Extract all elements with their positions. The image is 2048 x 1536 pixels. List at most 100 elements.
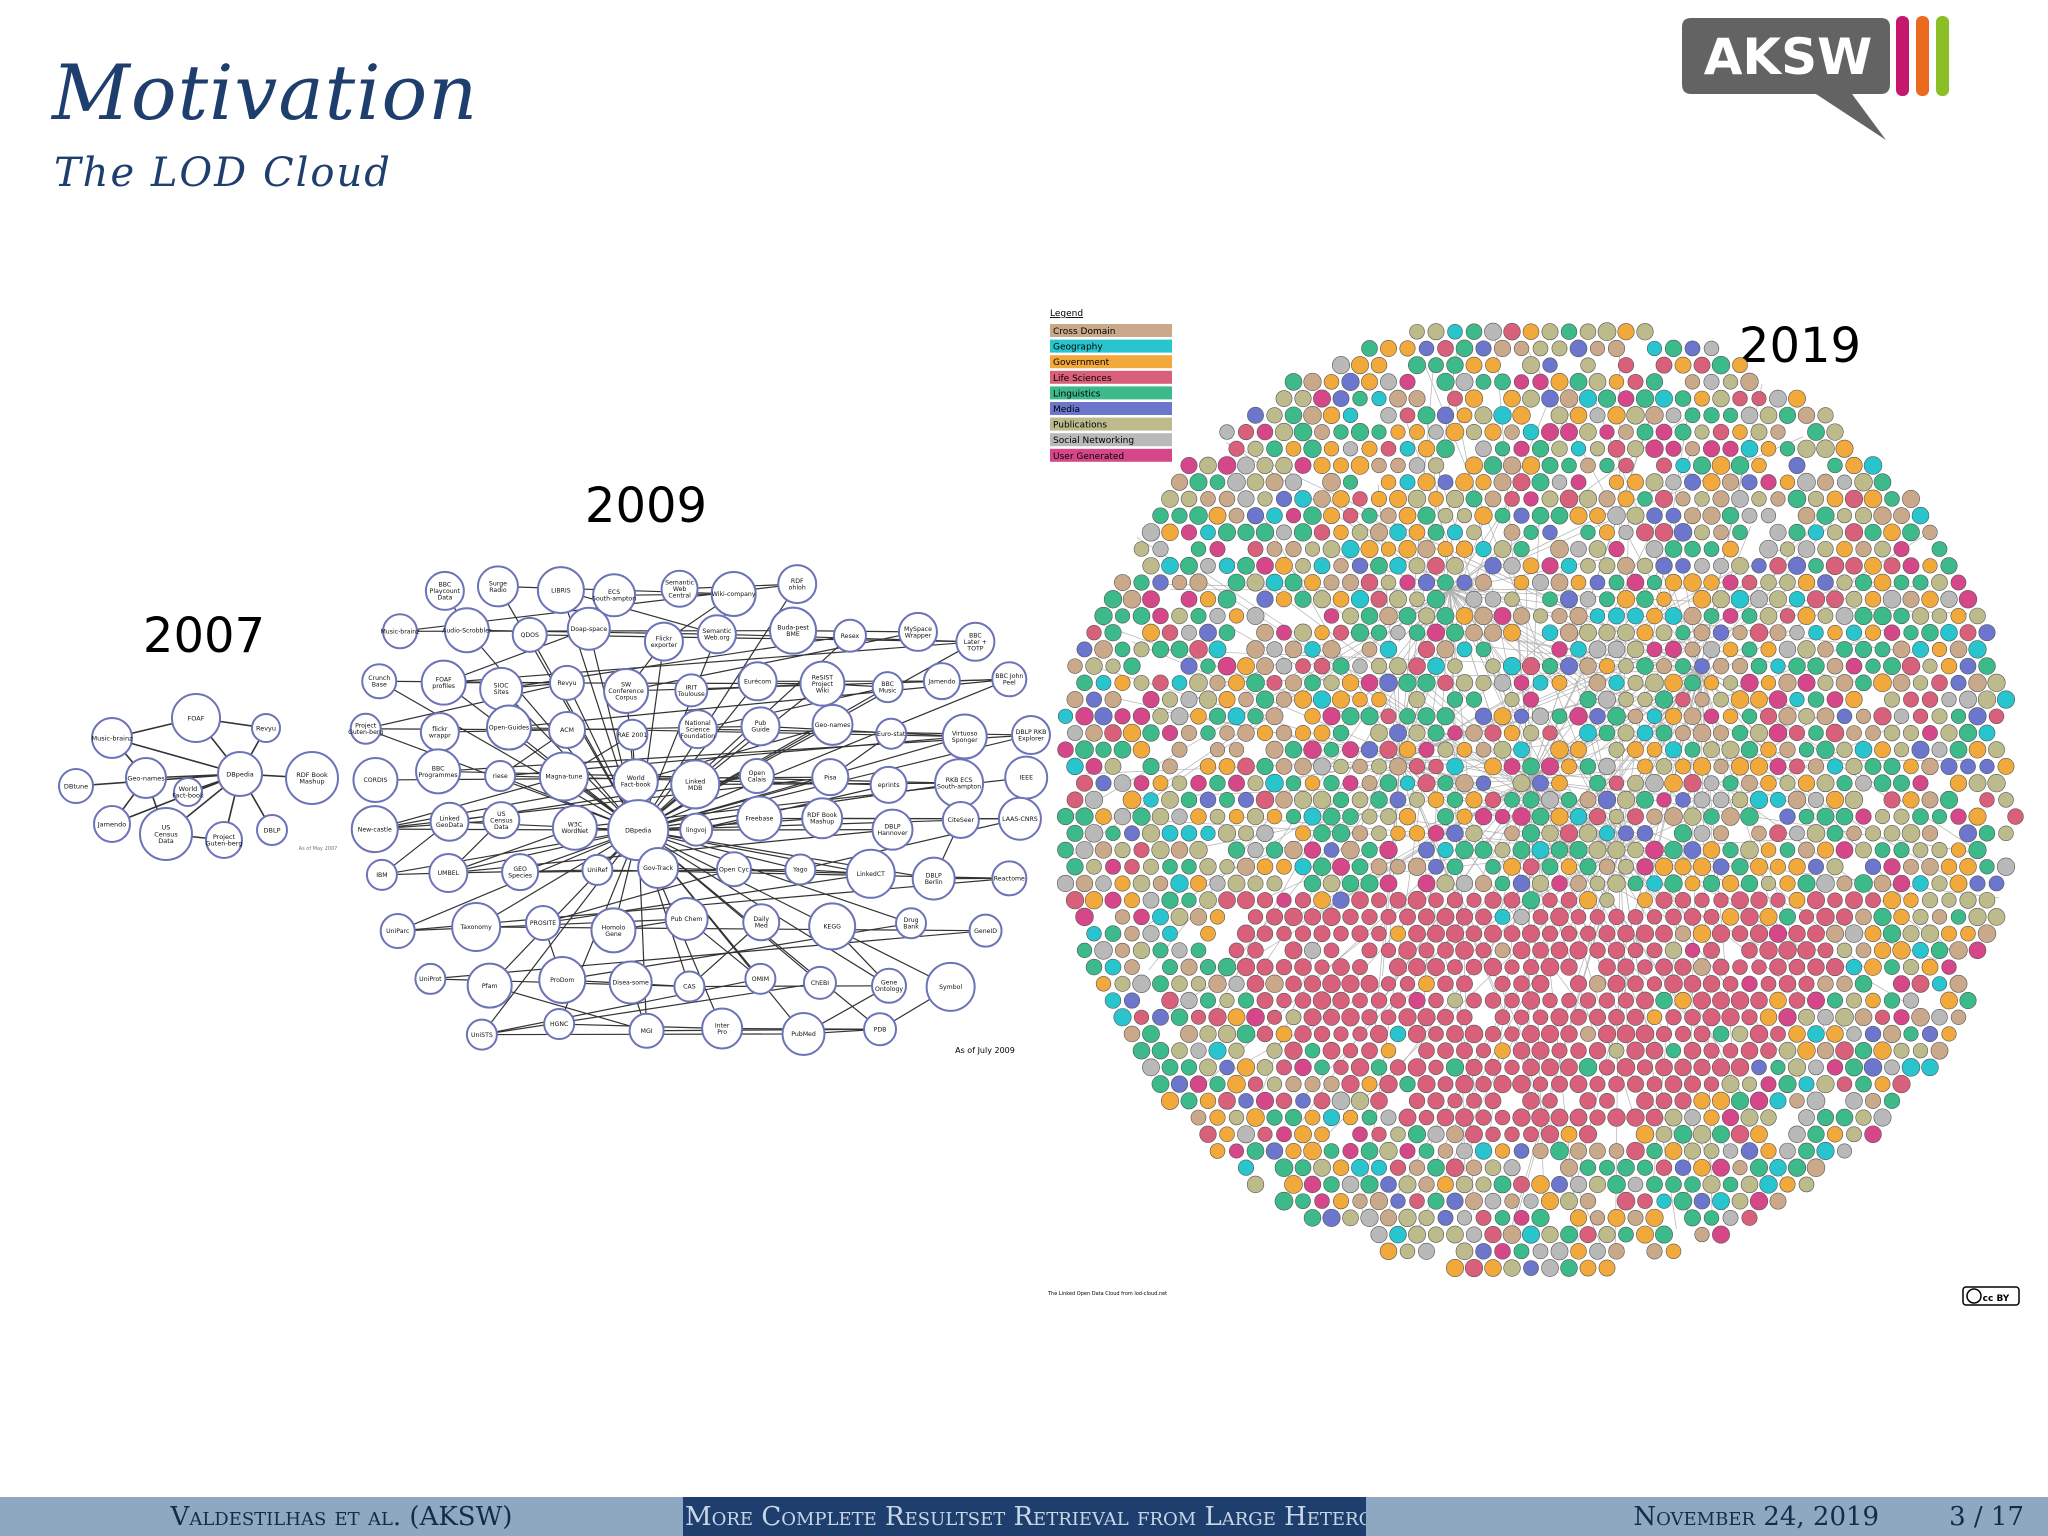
lod2019-node-899: [1922, 725, 1938, 741]
lod2019-node-278: [1541, 490, 1559, 508]
lod2019-node-1017: [1532, 774, 1549, 792]
lod2019-node-1552: [1114, 975, 1131, 992]
lod2019-node-1007: [1323, 775, 1340, 792]
lod2019-node-810: [1094, 707, 1113, 726]
lod2019-node-44: [1674, 356, 1692, 374]
lod2019-node-1278: [1114, 875, 1131, 892]
lod2019-node-463: [1265, 573, 1284, 592]
lod2009-node-daily-med: Daily Med: [742, 903, 781, 942]
lod2019-node-908: [1171, 741, 1188, 758]
lod2019-node-27: [1646, 340, 1663, 357]
lod2019-node-314: [1456, 508, 1473, 524]
lod2019-node-471: [1417, 573, 1436, 592]
lod2019-node-1249: [1503, 857, 1521, 876]
lod2019-node-1529: [1523, 959, 1539, 976]
lod2019-node-392: [1455, 540, 1474, 558]
slide-subtitle: The LOD Cloud: [54, 150, 392, 196]
lod2019-node-1867: [1579, 1092, 1597, 1110]
lod2019-node-499: [1103, 590, 1123, 609]
lod2019-node-1526: [1465, 958, 1483, 976]
lod2019-node-50: [1323, 374, 1340, 390]
lod2019-node-329: [1741, 507, 1758, 524]
year-label-2009: 2009: [585, 478, 707, 534]
lod2019-node-1290: [1360, 874, 1379, 893]
lod2019-node-1347: [1522, 891, 1540, 910]
lod2019-node-1726: [1151, 1041, 1170, 1060]
lod2019-node-1632: [1846, 992, 1862, 1009]
lod2019-node-524: [1656, 591, 1672, 607]
lod2007-node-dblp: DBLP: [256, 814, 288, 846]
lod2019-node-409: [1836, 540, 1853, 558]
lod2019-node-2099: [1560, 1225, 1578, 1244]
lod2019-node-1499: [1817, 942, 1834, 959]
lod2019-node-812: [1132, 707, 1151, 725]
lod2019-node-1802: [1826, 1059, 1844, 1076]
lod2019-node-720: [1133, 674, 1150, 691]
lod2019-node-750: [1722, 675, 1739, 691]
lod2019-node-2119: [1646, 1243, 1663, 1260]
lod2019-node-153: [1732, 424, 1748, 440]
lod2019-node-1708: [1635, 1024, 1655, 1044]
lod2019-node-1396: [1589, 909, 1606, 925]
lod2019-node-1824: [1455, 1074, 1474, 1094]
lod2019-node-1623: [1674, 991, 1692, 1010]
lod2019-node-23: [1551, 340, 1568, 357]
lod2019-node-1834: [1646, 1076, 1663, 1092]
lod2019-node-70: [1740, 372, 1759, 392]
lod2019-node-653: [1646, 641, 1663, 658]
lod2019-node-1688: [1256, 1025, 1274, 1043]
lod2019-node-72: [1294, 390, 1312, 408]
lod2009-node-revyu: Revyu: [548, 664, 585, 701]
lod2019-node-2095: [1484, 1225, 1502, 1244]
lod2019-node-2110: [1455, 1242, 1474, 1261]
lod2019-node-1203: [1531, 841, 1550, 859]
lod2019-node-1875: [1749, 1091, 1769, 1110]
lod2019-node-644: [1417, 640, 1436, 658]
lod2019-node-820: [1304, 708, 1321, 725]
lod2019-node-1229: [1105, 858, 1121, 875]
lod2009-node-virtuoso-sponger: Virtuoso Sponger: [941, 713, 988, 760]
lod2019-node-797: [1789, 691, 1805, 708]
lod2019-node-1579: [1664, 974, 1683, 994]
lod2019-node-599: [1408, 624, 1426, 641]
lod2019-node-1681: [1950, 1009, 1967, 1025]
lod2019-node-291: [1787, 489, 1807, 509]
lod2019-node-1503: [1892, 941, 1911, 960]
lod2019-node-1281: [1170, 874, 1189, 893]
lod2019-node-1737: [1380, 1042, 1397, 1059]
lod2019-node-1722: [1903, 1026, 1919, 1042]
lod2019-node-301: [1208, 506, 1227, 525]
lod2019-node-93: [1732, 390, 1748, 407]
lod2019-node-1005: [1285, 775, 1302, 791]
lod2019-node-1758: [1797, 1041, 1816, 1060]
lod2019-node-154: [1750, 423, 1768, 441]
legend-item-cross-domain: Cross Domain: [1050, 324, 1172, 337]
lod2019-node-1730: [1228, 1042, 1245, 1059]
lod2019-node-1293: [1436, 874, 1455, 893]
lod2019-node-991: [1960, 758, 1976, 775]
lod2009-node-prodom: ProDom: [538, 955, 587, 1004]
lod2007-node-music-brainz: Music-brainz: [91, 717, 133, 759]
lod2019-node-485: [1703, 574, 1720, 591]
lod2019-node-14: [1380, 339, 1397, 357]
lod2019-node-2014: [1303, 1175, 1322, 1194]
lod2019-node-300: [1189, 506, 1208, 525]
lod2009-node-pfam: Pfam: [466, 962, 513, 1009]
lod2019-node-1950: [1209, 1143, 1226, 1159]
lod2019-node-1589: [1854, 975, 1873, 993]
lod2019-node-2075: [1456, 1210, 1473, 1226]
lod2019-node-1543: [1807, 958, 1825, 976]
lod2019-node-439: [1636, 557, 1654, 574]
lod2019-node-940: [1854, 740, 1873, 759]
lod2019-node-63: [1588, 373, 1607, 391]
lod2019-node-346: [1293, 523, 1313, 542]
lod2019-node-690: [1485, 658, 1501, 674]
lod2019-node-1500: [1836, 942, 1853, 959]
lod2019-node-440: [1655, 557, 1673, 575]
lod2019-node-1360: [1788, 891, 1806, 909]
lod2019-node-895: [1846, 725, 1862, 741]
lod2019-node-404: [1722, 540, 1739, 558]
lod2019-node-1569: [1437, 975, 1454, 992]
